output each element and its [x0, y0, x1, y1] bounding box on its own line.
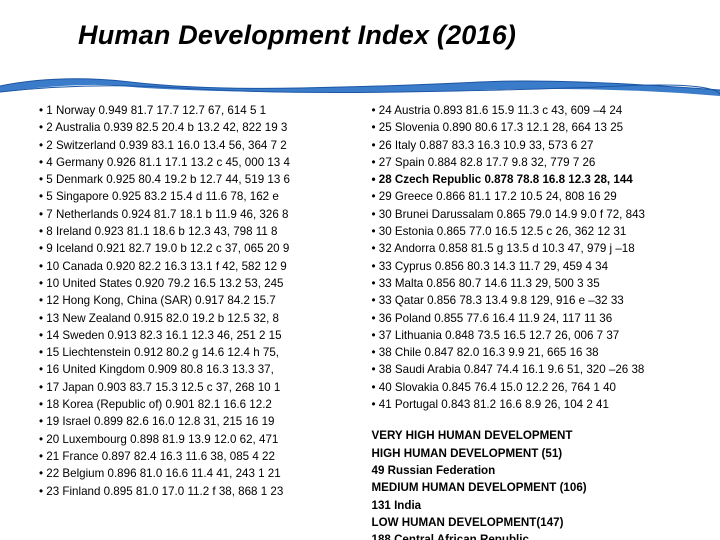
- category-line: 49 Russian Federation: [372, 462, 687, 479]
- list-item: • 25 Slovenia 0.890 80.6 17.3 12.1 28, 6…: [372, 119, 687, 136]
- list-item: • 38 Saudi Arabia 0.847 74.4 16.1 9.6 51…: [372, 361, 687, 378]
- slide: Human Development Index (2016) • 1 Norwa…: [0, 0, 720, 540]
- list-item: • 7 Netherlands 0.924 81.7 18.1 b 11.9 4…: [39, 206, 354, 223]
- list-item: • 26 Italy 0.887 83.3 16.3 10.9 33, 573 …: [372, 137, 687, 154]
- list-item: • 9 Iceland 0.921 82.7 19.0 b 12.2 c 37,…: [39, 240, 354, 257]
- category-line: HIGH HUMAN DEVELOPMENT (51): [372, 445, 687, 462]
- list-item: • 21 France 0.897 82.4 16.3 11.6 38, 085…: [39, 448, 354, 465]
- list-item: • 8 Ireland 0.923 81.1 18.6 b 12.3 43, 7…: [39, 223, 354, 240]
- list-item: • 2 Switzerland 0.939 83.1 16.0 13.4 56,…: [39, 137, 354, 154]
- list-item: • 2 Australia 0.939 82.5 20.4 b 13.2 42,…: [39, 119, 354, 136]
- list-item: • 5 Singapore 0.925 83.2 15.4 d 11.6 78,…: [39, 188, 354, 205]
- list-item: • 33 Cyprus 0.856 80.3 14.3 11.7 29, 459…: [372, 258, 687, 275]
- list-item: • 27 Spain 0.884 82.8 17.7 9.8 32, 779 7…: [372, 154, 687, 171]
- category-line: MEDIUM HUMAN DEVELOPMENT (106): [372, 479, 687, 496]
- wave-decoration: [0, 72, 720, 100]
- list-item: • 32 Andorra 0.858 81.5 g 13.5 d 10.3 47…: [372, 240, 687, 257]
- list-item: • 13 New Zealand 0.915 82.0 19.2 b 12.5 …: [39, 310, 354, 327]
- left-column: • 1 Norway 0.949 81.7 17.7 12.7 67, 614 …: [39, 102, 354, 540]
- list-item: • 4 Germany 0.926 81.1 17.1 13.2 c 45, 0…: [39, 154, 354, 171]
- list-item: • 24 Austria 0.893 81.6 15.9 11.3 c 43, …: [372, 102, 687, 119]
- list-item: • 30 Brunei Darussalam 0.865 79.0 14.9 9…: [372, 206, 687, 223]
- list-item: • 30 Estonia 0.865 77.0 16.5 12.5 c 26, …: [372, 223, 687, 240]
- category-line: VERY HIGH HUMAN DEVELOPMENT: [372, 427, 687, 444]
- list-item: • 12 Hong Kong, China (SAR) 0.917 84.2 1…: [39, 292, 354, 309]
- list-item: • 40 Slovakia 0.845 76.4 15.0 12.2 26, 7…: [372, 379, 687, 396]
- list-item: • 14 Sweden 0.913 82.3 16.1 12.3 46, 251…: [39, 327, 354, 344]
- right-column: • 24 Austria 0.893 81.6 15.9 11.3 c 43, …: [372, 102, 687, 540]
- list-item: • 5 Denmark 0.925 80.4 19.2 b 12.7 44, 5…: [39, 171, 354, 188]
- category-line: 131 India: [372, 497, 687, 514]
- list-item: • 18 Korea (Republic of) 0.901 82.1 16.6…: [39, 396, 354, 413]
- list-item: • 1 Norway 0.949 81.7 17.7 12.7 67, 614 …: [39, 102, 354, 119]
- development-categories: VERY HIGH HUMAN DEVELOPMENTHIGH HUMAN DE…: [372, 427, 687, 540]
- list-item: • 19 Israel 0.899 82.6 16.0 12.8 31, 215…: [39, 413, 354, 430]
- content-columns: • 1 Norway 0.949 81.7 17.7 12.7 67, 614 …: [39, 102, 686, 540]
- page-title: Human Development Index (2016): [78, 20, 684, 51]
- category-line: LOW HUMAN DEVELOPMENT(147): [372, 514, 687, 531]
- list-item: • 17 Japan 0.903 83.7 15.3 12.5 c 37, 26…: [39, 379, 354, 396]
- list-item: • 37 Lithuania 0.848 73.5 16.5 12.7 26, …: [372, 327, 687, 344]
- list-item: • 10 Canada 0.920 82.2 16.3 13.1 f 42, 5…: [39, 258, 354, 275]
- list-item: • 10 United States 0.920 79.2 16.5 13.2 …: [39, 275, 354, 292]
- list-item: • 15 Liechtenstein 0.912 80.2 g 14.6 12.…: [39, 344, 354, 361]
- list-item: • 16 United Kingdom 0.909 80.8 16.3 13.3…: [39, 361, 354, 378]
- list-item: • 20 Luxembourg 0.898 81.9 13.9 12.0 62,…: [39, 431, 354, 448]
- list-item: • 33 Qatar 0.856 78.3 13.4 9.8 129, 916 …: [372, 292, 687, 309]
- list-item: • 28 Czech Republic 0.878 78.8 16.8 12.3…: [372, 171, 687, 188]
- list-item: • 41 Portugal 0.843 81.2 16.6 8.9 26, 10…: [372, 396, 687, 413]
- category-line: 188 Central African Republic: [372, 531, 687, 540]
- list-item: • 23 Finland 0.895 81.0 17.0 11.2 f 38, …: [39, 483, 354, 500]
- list-item: • 33 Malta 0.856 80.7 14.6 11.3 29, 500 …: [372, 275, 687, 292]
- list-item: • 38 Chile 0.847 82.0 16.3 9.9 21, 665 1…: [372, 344, 687, 361]
- list-item: • 22 Belgium 0.896 81.0 16.6 11.4 41, 24…: [39, 465, 354, 482]
- list-item: • 29 Greece 0.866 81.1 17.2 10.5 24, 808…: [372, 188, 687, 205]
- list-item: • 36 Poland 0.855 77.6 16.4 11.9 24, 117…: [372, 310, 687, 327]
